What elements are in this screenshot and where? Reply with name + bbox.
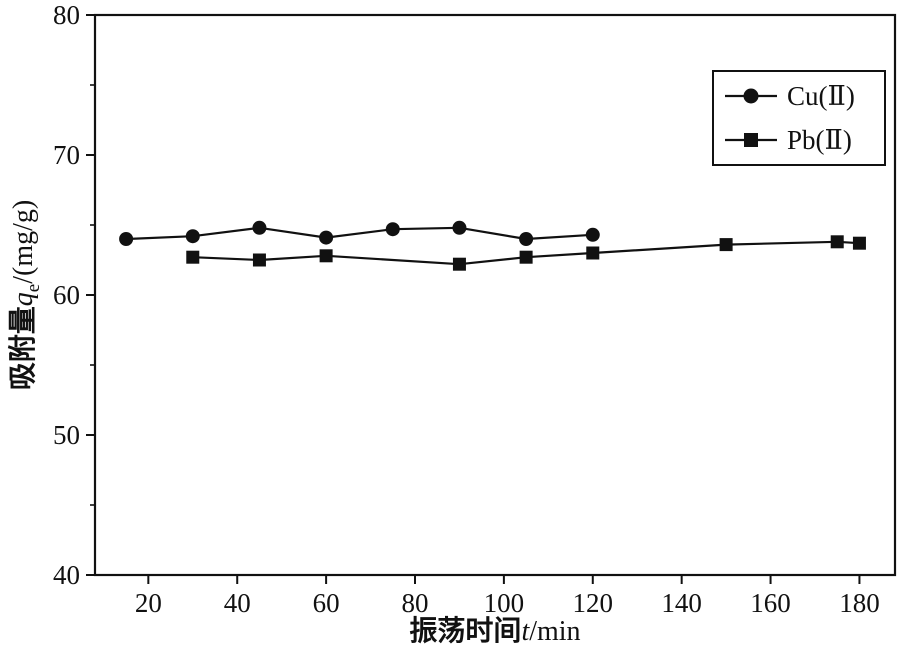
- legend: Cu(Ⅱ) Pb(Ⅱ): [712, 70, 886, 166]
- x-tick-label: 80: [402, 588, 429, 618]
- series-line: [126, 226, 593, 241]
- legend-marker-circle: [743, 88, 759, 104]
- series-pb: [186, 235, 866, 271]
- data-point-square: [452, 257, 466, 271]
- data-point-square: [719, 238, 733, 252]
- x-tick-label: 140: [661, 588, 702, 618]
- x-tick-label: 160: [750, 588, 791, 618]
- x-tick-label: 180: [839, 588, 880, 618]
- data-point-circle: [385, 222, 400, 237]
- legend-label: Cu(Ⅱ): [787, 81, 855, 111]
- x-tick-label: 40: [224, 588, 251, 618]
- data-point-square: [252, 253, 266, 267]
- x-tick-label: 120: [573, 588, 614, 618]
- data-point-square: [186, 250, 200, 264]
- data-point-circle: [119, 232, 134, 246]
- x-axis-label: 振荡时间t/min: [409, 615, 580, 647]
- y-tick-label: 60: [53, 280, 80, 310]
- y-axis-label: 吸附量qe/(mg/g): [7, 200, 44, 390]
- data-point-square: [319, 249, 333, 263]
- data-point-square: [830, 235, 844, 249]
- y-tick-label: 80: [53, 0, 80, 30]
- series-cu: [119, 220, 600, 246]
- y-tick-label: 70: [53, 140, 80, 170]
- y-axis: 40 50 60 70 80: [53, 0, 95, 590]
- data-point-circle: [252, 220, 267, 235]
- data-point-square: [586, 246, 600, 260]
- data-point-circle: [185, 229, 200, 244]
- y-tick-label: 40: [53, 560, 80, 590]
- x-tick-label: 100: [484, 588, 525, 618]
- data-point-circle: [585, 227, 600, 242]
- x-tick-label: 20: [135, 588, 162, 618]
- legend-marker-square: [744, 133, 758, 147]
- x-tick-label: 60: [313, 588, 340, 618]
- data-point-circle: [319, 230, 334, 245]
- data-point-square: [852, 236, 866, 250]
- data-point-circle: [519, 232, 534, 246]
- x-axis: 20 40 60 80 100 120 140 160 180: [135, 575, 880, 618]
- data-point-square: [519, 250, 533, 264]
- legend-box: [712, 70, 886, 166]
- legend-label: Pb(Ⅱ): [787, 125, 852, 155]
- data-point-circle: [452, 220, 467, 235]
- y-tick-label: 50: [53, 420, 80, 450]
